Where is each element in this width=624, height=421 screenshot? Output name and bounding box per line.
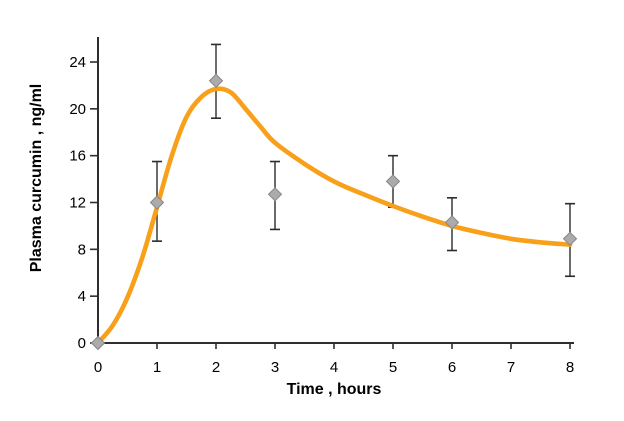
x-tick-label: 0	[94, 359, 102, 376]
x-tick-label: 3	[271, 359, 279, 376]
fitted-curve	[95, 86, 573, 346]
y-tick-label: 8	[78, 241, 86, 258]
x-tick-label: 5	[389, 359, 397, 376]
data-point-diamond	[90, 335, 106, 351]
data-point-diamond	[444, 215, 460, 230]
y-tick-label: 24	[69, 54, 86, 71]
x-axis-title: Time , hours	[286, 381, 382, 398]
y-tick-label: 16	[69, 148, 86, 165]
y-tick-label: 0	[78, 335, 86, 352]
y-tick-label: 4	[78, 288, 86, 305]
data-point-diamond	[385, 174, 401, 189]
data-point-diamond	[149, 195, 165, 210]
x-tick-label: 8	[566, 359, 574, 376]
x-tick-label: 1	[153, 359, 161, 376]
y-tick-label: 12	[69, 195, 86, 212]
x-tick-label: 7	[507, 359, 515, 376]
data-point-diamond	[208, 73, 224, 88]
y-axis-title: Plasma curcumin , ng/ml	[28, 83, 45, 273]
y-tick-label: 20	[69, 101, 86, 118]
x-tick-label: 4	[330, 359, 338, 376]
data-point-diamond	[267, 187, 283, 202]
data-point-diamond	[562, 231, 578, 247]
x-tick-label: 6	[448, 359, 456, 376]
x-tick-label: 2	[212, 359, 220, 376]
